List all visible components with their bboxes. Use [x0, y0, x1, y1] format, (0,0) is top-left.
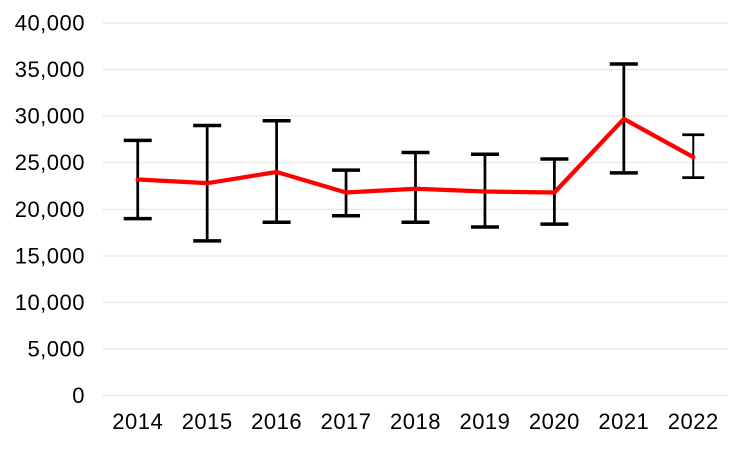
y-axis-tick-label: 5,000	[27, 336, 85, 361]
y-axis-tick-label: 10,000	[15, 290, 85, 315]
x-axis-tick-label: 2014	[112, 409, 163, 434]
y-axis-tick-label: 0	[72, 383, 85, 408]
y-axis-tick-label: 35,000	[15, 57, 85, 82]
x-axis-labels: 2014 2015 2016 2017 2018 2019 2020 2021 2022	[112, 409, 719, 434]
x-axis-tick-label: 2016	[251, 409, 302, 434]
x-axis-tick-label: 2022	[668, 409, 719, 434]
y-axis-labels: 0 5,000 10,000 15,000 20,000 25,000 30,000 35,0…	[15, 11, 85, 409]
x-axis-tick-label: 2020	[529, 409, 580, 434]
data-line	[135, 116, 696, 195]
y-axis-tick-label: 40,000	[15, 11, 85, 36]
x-axis-tick-label: 2021	[598, 409, 649, 434]
y-axis-tick-label: 25,000	[15, 150, 85, 175]
y-axis-tick-label: 20,000	[15, 197, 85, 222]
x-axis-tick-label: 2015	[182, 409, 233, 434]
x-axis-tick-label: 2019	[459, 409, 510, 434]
x-axis-tick-label: 2017	[321, 409, 372, 434]
x-axis-tick-label: 2018	[390, 409, 441, 434]
y-axis-tick-label: 15,000	[15, 243, 85, 268]
y-axis-tick-label: 30,000	[15, 104, 85, 129]
